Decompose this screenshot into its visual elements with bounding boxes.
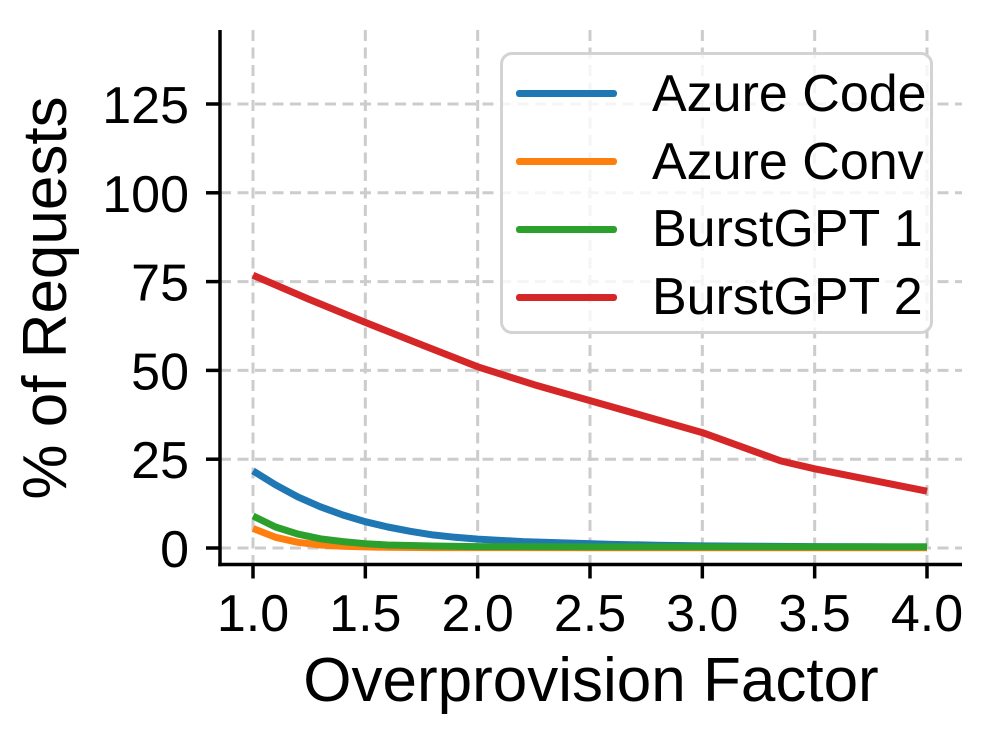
legend-line-sample	[516, 293, 617, 301]
y-tick-label: 125	[102, 77, 189, 135]
series-line-burstgpt-1	[251, 512, 927, 551]
y-tick-label: 50	[131, 343, 189, 401]
y-axis-title: % of Requests	[11, 96, 80, 500]
legend-line-sample	[516, 225, 617, 233]
y-tick-label: 25	[131, 432, 189, 490]
legend-label: Azure Code	[652, 64, 927, 123]
legend-row: Azure Conv	[503, 128, 930, 196]
legend-label: Azure Conv	[652, 132, 924, 191]
y-tick-label: 75	[131, 255, 189, 313]
legend-row: BurstGPT 1	[503, 196, 930, 264]
legend-label: BurstGPT 2	[652, 268, 923, 327]
legend-row: Azure Code	[503, 60, 930, 128]
x-tick-label: 1.5	[329, 585, 401, 643]
legend-line-sample	[516, 90, 617, 98]
x-tick-label: 1.0	[217, 585, 289, 643]
series-line-burstgpt-2	[251, 271, 928, 495]
x-axis-title: Overprovision Factor	[303, 646, 879, 715]
legend-row: BurstGPT 2	[503, 263, 930, 331]
x-tick-label: 3.5	[779, 585, 851, 643]
x-tick-label: 3.0	[666, 585, 738, 643]
legend-label: BurstGPT 1	[652, 200, 923, 259]
y-tick-label: 0	[160, 521, 189, 579]
x-tick-label: 2.5	[554, 585, 626, 643]
y-tick-label: 100	[102, 166, 189, 224]
legend-line-sample	[516, 158, 617, 166]
x-tick-label: 2.0	[442, 585, 514, 643]
legend: Azure Code Azure Conv BurstGPT 1 BurstGPT 2	[500, 52, 933, 334]
x-tick-label: 4.0	[891, 585, 963, 643]
